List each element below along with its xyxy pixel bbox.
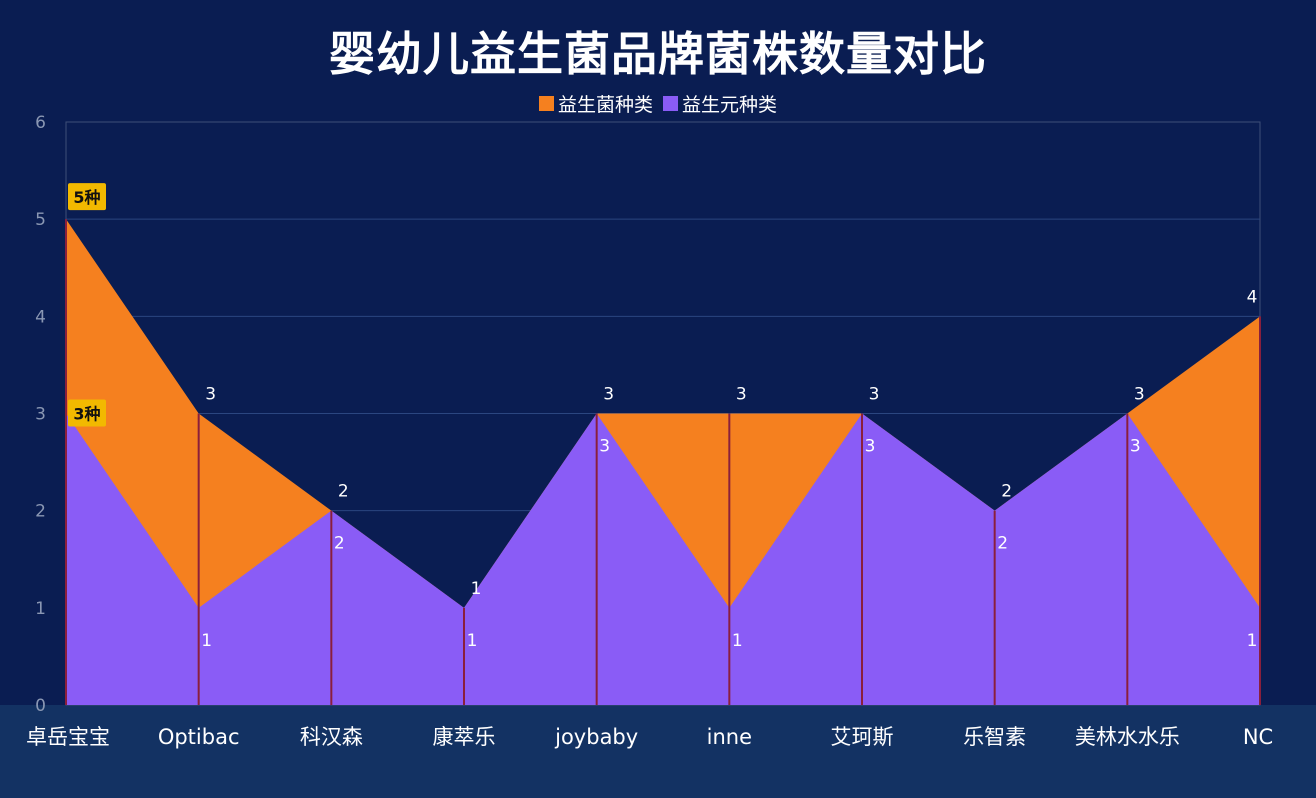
data-label: 1	[732, 631, 743, 651]
legend-label-probiotic: 益生菌种类	[557, 94, 653, 116]
y-tick-label: 2	[35, 502, 46, 522]
x-tick-label: Optibac	[158, 725, 240, 749]
data-label: 1	[1247, 631, 1258, 651]
data-label: 3	[1130, 437, 1141, 457]
y-tick-label: 0	[35, 696, 46, 716]
data-label: 1	[467, 631, 478, 651]
data-label: 2	[1001, 482, 1012, 502]
data-label: 1	[201, 631, 212, 651]
x-tick-label: inne	[707, 725, 752, 749]
y-tick-label: 6	[35, 113, 46, 133]
data-label: 1	[471, 579, 482, 599]
data-label: 3	[1134, 385, 1145, 405]
annotation-badge	[68, 183, 106, 211]
legend-item-probiotic[interactable]: 益生菌种类	[538, 90, 653, 117]
legend-label-prebiotic: 益生元种类	[682, 94, 778, 116]
legend-swatch-probiotic	[538, 96, 554, 111]
y-tick-label: 1	[35, 599, 46, 619]
data-label: 3	[205, 385, 216, 405]
data-label: 4	[1247, 287, 1258, 307]
chart-title: 婴幼儿益生菌品牌菌株数量对比	[329, 27, 987, 81]
y-tick-label: 3	[35, 405, 46, 425]
x-tick-label: 卓岳宝宝	[26, 725, 110, 749]
x-axis-band	[0, 705, 1316, 798]
x-tick-label: 乐智素	[963, 725, 1026, 749]
data-label: 3	[736, 385, 747, 405]
data-label: 3	[865, 437, 876, 457]
area-series-2	[66, 413, 1260, 705]
y-tick-label: 4	[35, 307, 46, 327]
x-tick-label: 美林水水乐	[1075, 725, 1180, 749]
data-label: 2	[334, 534, 345, 554]
annotation-badge-label: 5种	[73, 188, 100, 207]
data-label: 2	[997, 534, 1008, 554]
y-tick-label: 5	[35, 210, 46, 230]
data-label: 3	[603, 385, 614, 405]
x-tick-label: NC	[1243, 725, 1273, 749]
x-tick-label: 科汉森	[300, 725, 363, 749]
data-label: 2	[338, 482, 349, 502]
x-tick-label: 艾珂斯	[831, 725, 894, 749]
annotation-badge	[68, 399, 106, 427]
legend-swatch-prebiotic	[663, 96, 678, 111]
annotation-badge-label: 3种	[73, 405, 100, 424]
data-label: 3	[869, 385, 880, 405]
x-tick-label: joybaby	[554, 725, 638, 749]
x-tick-label: 康萃乐	[433, 725, 496, 749]
legend: 益生菌种类 益生元种类	[0, 90, 1316, 117]
data-label: 3	[599, 437, 610, 457]
legend-item-prebiotic[interactable]: 益生元种类	[663, 90, 777, 117]
